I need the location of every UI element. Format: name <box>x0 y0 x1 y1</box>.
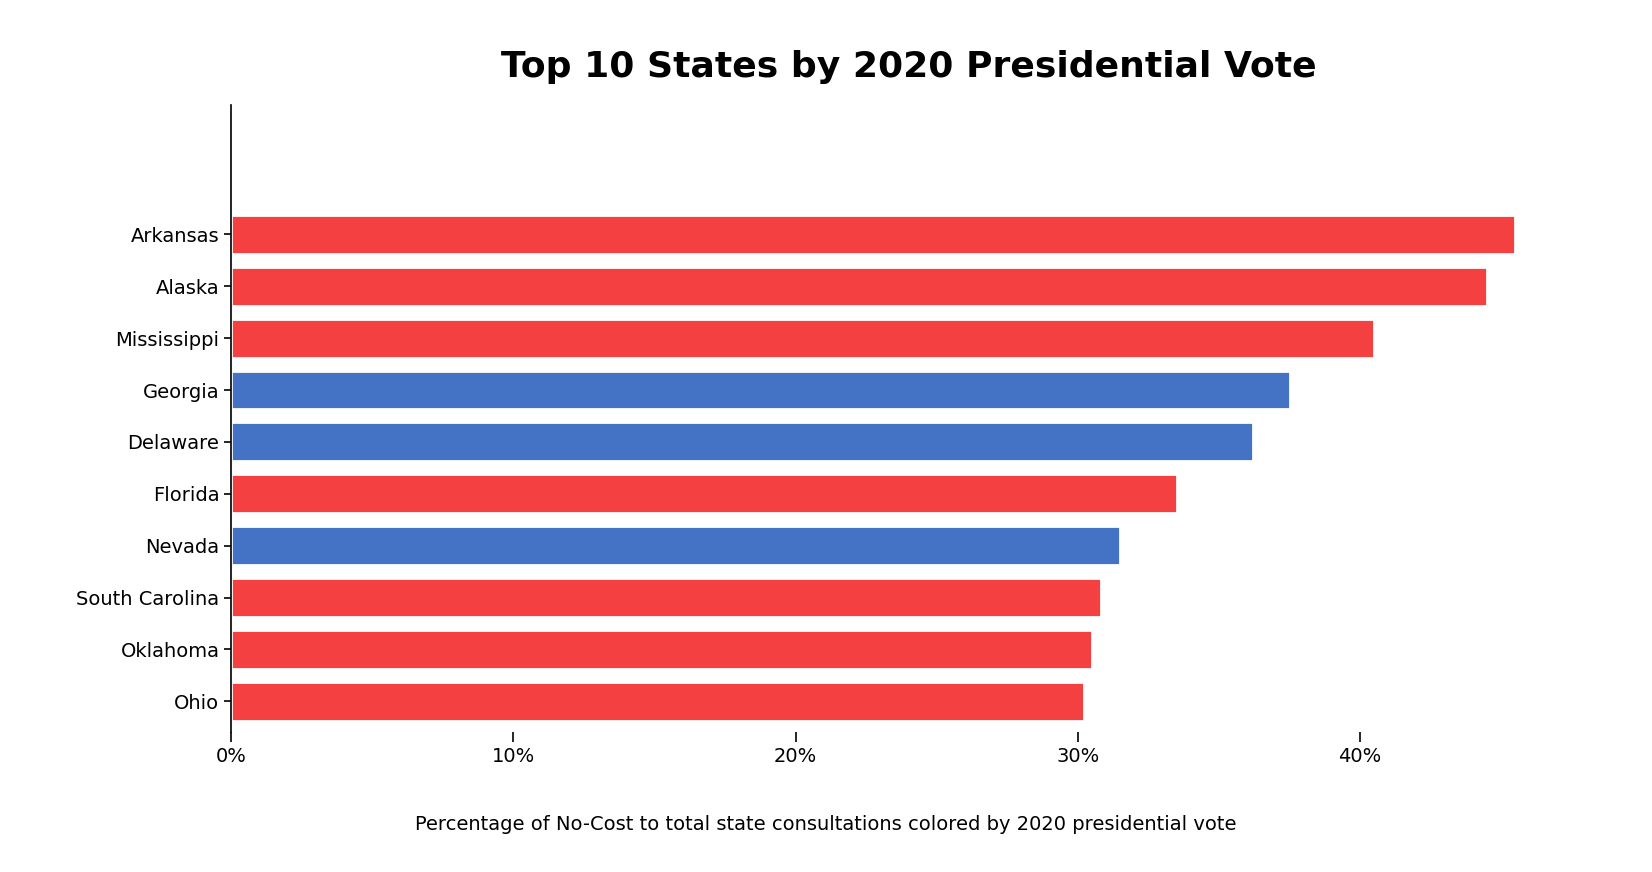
Bar <box>231 682 1084 721</box>
Bar <box>231 267 1487 306</box>
Bar <box>231 578 1100 617</box>
Title: Top 10 States by 2020 Presidential Vote: Top 10 States by 2020 Presidential Vote <box>501 50 1317 84</box>
Bar <box>231 422 1252 461</box>
Bar <box>231 215 1515 254</box>
Bar <box>231 474 1176 514</box>
Bar <box>231 371 1290 410</box>
Bar <box>231 526 1120 565</box>
Bar <box>231 318 1374 358</box>
Text: Percentage of No-Cost to total state consultations colored by 2020 presidential : Percentage of No-Cost to total state con… <box>415 814 1237 834</box>
Bar <box>231 630 1092 669</box>
